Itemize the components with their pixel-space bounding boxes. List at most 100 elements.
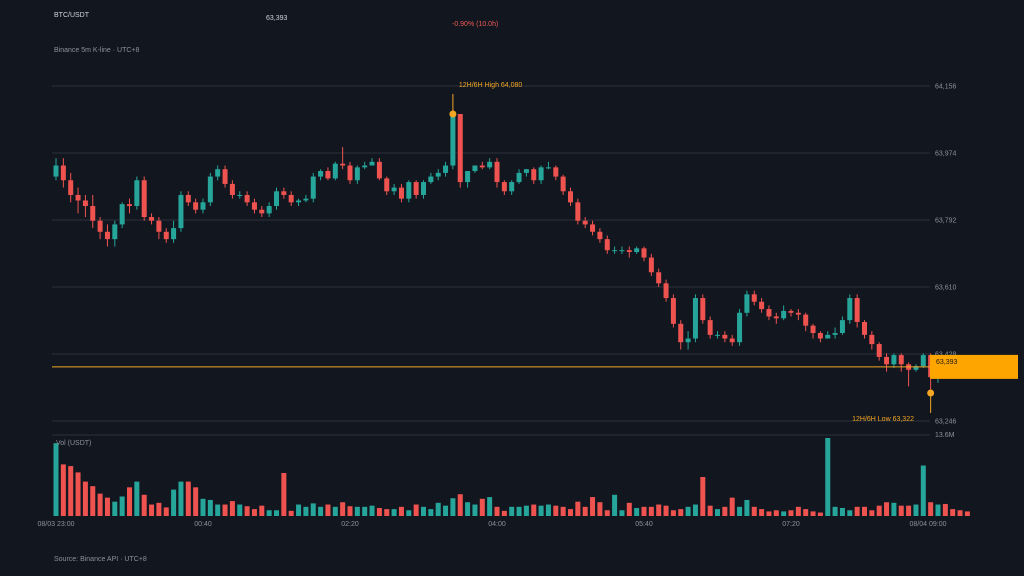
candle-body	[68, 180, 74, 195]
candle-body	[281, 191, 287, 195]
volume-bar	[60, 464, 66, 516]
volume-bar	[413, 504, 419, 516]
volume-bar	[406, 510, 412, 516]
volume-bar	[538, 505, 544, 516]
candle-body	[340, 163, 346, 166]
volume-bar	[560, 506, 566, 516]
candle-body	[251, 202, 257, 210]
candle-body	[825, 334, 831, 339]
volume-bar	[97, 493, 103, 516]
low-marker-dot	[927, 389, 935, 397]
volume-bar	[185, 481, 191, 516]
volume-bar	[494, 506, 500, 516]
candle-body	[406, 182, 412, 199]
candle-body	[656, 272, 662, 284]
candle-body	[384, 178, 390, 192]
volume-bar	[274, 510, 279, 516]
volume-bar	[376, 507, 382, 516]
pair-title: BTC/USDT	[54, 12, 89, 19]
volume-bar	[523, 505, 529, 516]
volume-bar	[744, 499, 750, 516]
volume-bar	[222, 504, 228, 516]
volume-bar	[619, 510, 625, 516]
candle-body	[700, 298, 706, 321]
volume-bar	[479, 498, 485, 516]
volume-bar	[332, 506, 338, 516]
volume-bar	[112, 501, 118, 516]
volume-bar	[347, 506, 353, 516]
candle-body	[612, 250, 618, 252]
candle-body	[185, 194, 191, 203]
volume-bar	[127, 487, 132, 516]
candle-body	[296, 200, 302, 203]
volume-bar	[612, 494, 618, 516]
candle-body	[913, 366, 919, 370]
candle-body	[97, 220, 103, 232]
candle-body	[670, 298, 676, 324]
volume-bar	[700, 477, 706, 516]
current-price-tag	[930, 354, 1018, 379]
volume-bar	[531, 504, 537, 516]
volume-bar	[737, 506, 743, 516]
candle-body	[435, 172, 441, 177]
volume-bar	[215, 504, 221, 516]
volume-bar	[626, 502, 632, 516]
candle-body	[465, 171, 471, 183]
volume-bar	[568, 509, 573, 516]
candle-body	[193, 202, 199, 210]
volume-bar	[281, 472, 287, 516]
candle-body	[516, 172, 522, 183]
volume-bar	[648, 506, 654, 516]
candle-body	[303, 198, 309, 201]
volume-bar	[663, 505, 669, 516]
candle-body	[398, 187, 404, 199]
volume-bar	[692, 504, 698, 516]
candle-body	[259, 209, 265, 214]
candle-body	[862, 321, 867, 335]
candle-body	[347, 165, 353, 181]
volume-bar	[156, 502, 162, 516]
candle-body	[773, 316, 779, 319]
candle-body	[854, 298, 860, 322]
volume-bar	[501, 510, 507, 516]
candle-body	[237, 194, 243, 196]
volume-bar	[575, 501, 581, 516]
candle-body	[163, 231, 169, 240]
volume-bar	[251, 509, 257, 516]
candle-body	[634, 248, 640, 253]
candle-body	[501, 182, 507, 192]
volume-bar	[75, 472, 81, 516]
candle-body	[810, 325, 816, 334]
candle-body	[920, 355, 926, 367]
volume-bar	[193, 487, 199, 516]
volume-bar	[862, 506, 867, 516]
volume-bar	[303, 506, 309, 516]
volume-bar	[450, 498, 456, 516]
volume-bar	[582, 506, 588, 516]
volume-bar	[707, 505, 713, 516]
volume-bar	[920, 465, 926, 516]
candle-body	[112, 224, 118, 240]
candle-body	[215, 169, 221, 177]
candle-body	[479, 165, 485, 168]
volume-bar	[288, 510, 294, 516]
volume-bar	[803, 509, 809, 516]
candle-body	[141, 180, 147, 218]
chart-subtitle: Binance 5m K-line · UTC+8	[54, 47, 140, 54]
volume-bar	[134, 481, 140, 516]
high-annotation: 12H/6H High 64,080	[459, 82, 523, 89]
volume-bar	[237, 504, 243, 516]
candle-body	[685, 338, 691, 343]
time-tick-label: 08/03 23:00	[38, 521, 75, 528]
volume-bar	[53, 443, 59, 516]
volume-bar	[516, 506, 522, 516]
volume-bar	[266, 510, 272, 516]
volume-bar	[435, 502, 441, 516]
current-price-label: 63,393	[936, 359, 958, 366]
volume-bar	[898, 505, 904, 516]
volume-bar	[788, 510, 794, 516]
volume-bar	[465, 502, 471, 516]
candle-body	[149, 217, 155, 221]
volume-bar	[781, 511, 787, 516]
volume-bar	[884, 502, 890, 516]
